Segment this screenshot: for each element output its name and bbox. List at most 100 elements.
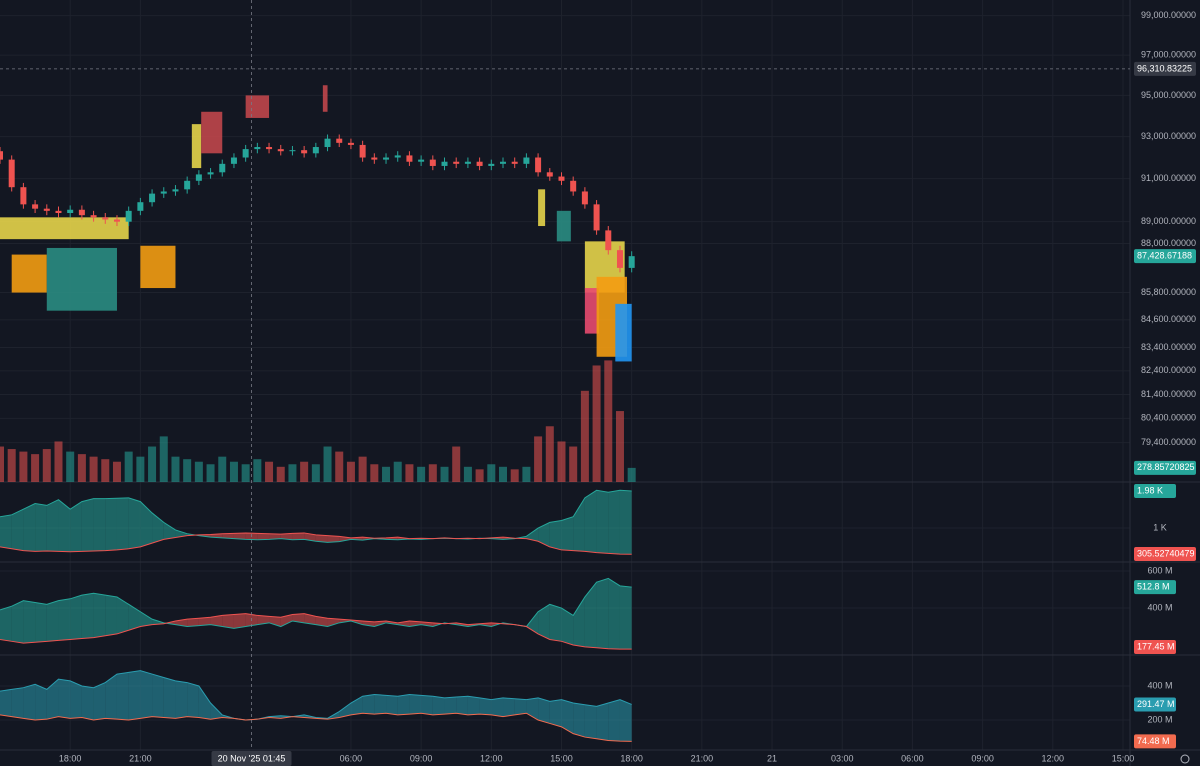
spread-fill <box>397 694 410 715</box>
spread-fill <box>58 598 71 641</box>
candle-body <box>347 142 354 145</box>
candle-body <box>67 209 74 214</box>
spread-fill <box>549 520 562 550</box>
volume-bar <box>54 441 63 482</box>
y-tick-label: 79,400.00000 <box>1141 437 1196 447</box>
candle-body <box>394 155 401 158</box>
candle-body <box>546 172 553 177</box>
x-tick-label: 15:00 <box>1112 753 1135 763</box>
spread-fill <box>46 499 59 552</box>
settings-icon[interactable] <box>1180 754 1190 764</box>
x-tick-label: 15:00 <box>550 753 573 763</box>
candle-body <box>383 157 390 160</box>
spread-fill <box>619 699 632 742</box>
crosshair-time-badge <box>211 751 292 766</box>
volume-bar <box>499 466 508 482</box>
volume-bar <box>31 454 40 482</box>
spread-fill <box>70 501 82 552</box>
candle-body <box>230 157 237 164</box>
spread-fill <box>608 490 620 555</box>
spread-fill <box>573 497 585 552</box>
volume-bar <box>77 454 86 482</box>
spread-fill <box>116 596 129 634</box>
candle-body <box>219 163 226 173</box>
volume-bar <box>218 456 227 482</box>
spread-fill <box>538 697 550 724</box>
candle-body <box>277 149 284 152</box>
volume-bar <box>7 449 16 482</box>
x-tick-label: 12:00 <box>1042 753 1065 763</box>
spread-fill <box>409 694 422 715</box>
spread-fill <box>526 528 539 542</box>
spread-fill <box>128 670 141 721</box>
spread-fill <box>619 490 632 555</box>
spread-fill <box>35 684 47 721</box>
candle-body <box>125 210 132 222</box>
spread-fill <box>140 670 153 719</box>
y-tick-label: 80,400.00000 <box>1141 413 1196 423</box>
spread-fill <box>93 682 106 721</box>
candle-body <box>149 193 156 203</box>
candle-body <box>8 159 15 188</box>
spread-fill <box>210 615 223 627</box>
x-tick-label: 09:00 <box>410 753 433 763</box>
x-tick-label: 21 <box>767 753 777 763</box>
y-tick-label: 93,000.00000 <box>1141 131 1196 141</box>
volume-bar <box>335 451 344 482</box>
spread-fill <box>467 696 480 715</box>
signal-zone <box>191 124 202 169</box>
candle-body <box>301 150 308 154</box>
spread-fill <box>93 593 106 638</box>
candle-body <box>90 215 97 218</box>
volume-bar <box>417 466 426 482</box>
volume-bar <box>265 461 274 482</box>
spread-fill <box>573 703 585 738</box>
spread-fill <box>608 699 620 742</box>
signal-zone <box>556 210 571 242</box>
volume-bar <box>569 446 578 482</box>
candle-body <box>20 187 27 205</box>
spread-fill <box>315 534 328 543</box>
spread-fill <box>304 532 316 542</box>
candle-body <box>78 209 85 216</box>
x-tick-label: 18:00 <box>59 753 82 763</box>
candle-body <box>32 204 39 209</box>
spread-fill <box>163 522 176 540</box>
spread-fill <box>374 694 387 715</box>
volume-bar <box>276 466 285 482</box>
spread-fill <box>140 501 153 547</box>
candle-body <box>102 217 109 220</box>
volume-bar <box>124 451 133 482</box>
spread-fill <box>327 618 340 627</box>
spread-fill <box>81 593 94 639</box>
y-tick-label: 95,000.00000 <box>1141 90 1196 100</box>
x-tick-label: 06:00 <box>340 753 363 763</box>
spread-fill <box>233 532 246 540</box>
volume-bar <box>358 456 367 482</box>
signal-zone <box>11 254 47 293</box>
value-badge-label: 305.52740479 <box>1137 548 1195 558</box>
volume-bar <box>405 464 414 482</box>
y-tick-label: 200 M <box>1147 714 1172 724</box>
candle-body <box>113 219 120 222</box>
volume-bar <box>300 461 309 482</box>
candle-body <box>254 147 261 150</box>
value-badge <box>1134 547 1196 561</box>
spread-fill <box>222 614 234 629</box>
spread-fill <box>339 703 351 718</box>
spread-fill <box>81 498 94 552</box>
spread-fill <box>292 613 305 623</box>
spread-fill <box>198 617 211 626</box>
spread-fill <box>175 680 188 719</box>
volume-bar <box>101 459 110 482</box>
candle-body <box>289 150 296 152</box>
y-tick-label: 89,000.00000 <box>1141 216 1196 226</box>
x-tick-label: 18:00 <box>620 753 643 763</box>
candle-body <box>500 161 507 164</box>
spread-fill <box>257 533 270 540</box>
value-badge-label: 512.8 M <box>1137 582 1170 592</box>
spread-fill <box>491 697 504 717</box>
volume-bar <box>229 461 238 482</box>
spread-fill <box>11 687 24 719</box>
